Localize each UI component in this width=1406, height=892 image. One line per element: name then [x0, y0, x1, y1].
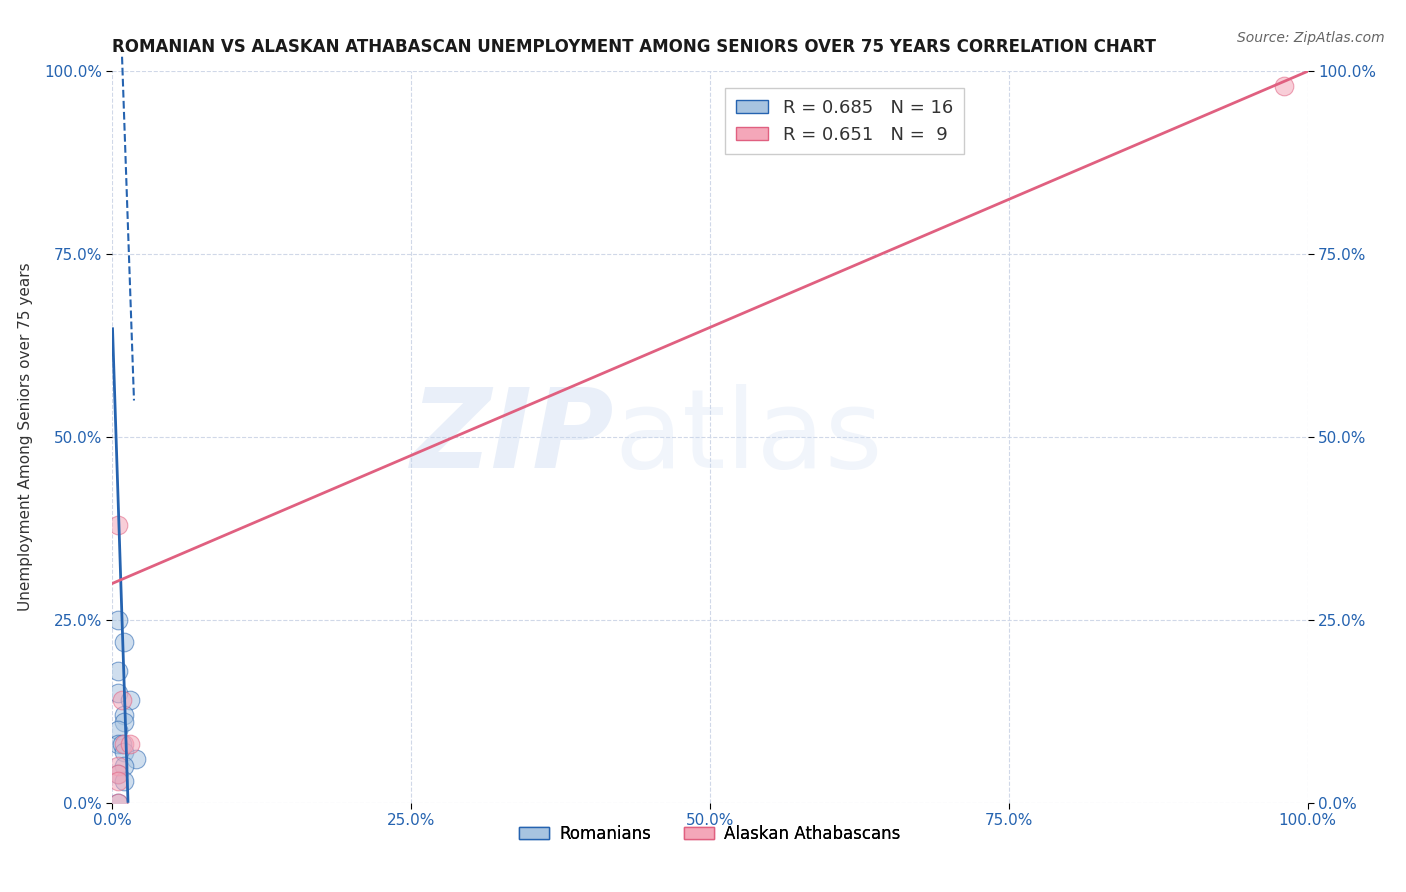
Text: ROMANIAN VS ALASKAN ATHABASCAN UNEMPLOYMENT AMONG SENIORS OVER 75 YEARS CORRELAT: ROMANIAN VS ALASKAN ATHABASCAN UNEMPLOYM… [112, 38, 1157, 56]
Point [114, 745, 135, 759]
Point [107, 737, 129, 751]
Point [114, 708, 135, 723]
Point [114, 635, 135, 649]
Point [107, 613, 129, 627]
Point [120, 693, 142, 707]
Point [120, 737, 142, 751]
Legend: Romanians, Alaskan Athabascans: Romanians, Alaskan Athabascans [513, 818, 907, 849]
Point [107, 759, 129, 773]
Text: ZIP: ZIP [411, 384, 614, 491]
Point [114, 737, 135, 751]
Point [111, 693, 134, 707]
Point [107, 796, 129, 810]
Text: Source: ZipAtlas.com: Source: ZipAtlas.com [1237, 31, 1385, 45]
Point [111, 737, 134, 751]
Text: atlas: atlas [614, 384, 883, 491]
Point [107, 664, 129, 678]
Point [125, 752, 148, 766]
Point [1272, 78, 1295, 93]
Point [107, 773, 129, 788]
Point [107, 517, 129, 532]
Point [107, 766, 129, 780]
Point [107, 796, 129, 810]
Point [114, 759, 135, 773]
Y-axis label: Unemployment Among Seniors over 75 years: Unemployment Among Seniors over 75 years [18, 263, 32, 611]
Point [114, 773, 135, 788]
Point [107, 686, 129, 700]
Point [114, 715, 135, 730]
Point [107, 766, 129, 780]
Point [107, 723, 129, 737]
